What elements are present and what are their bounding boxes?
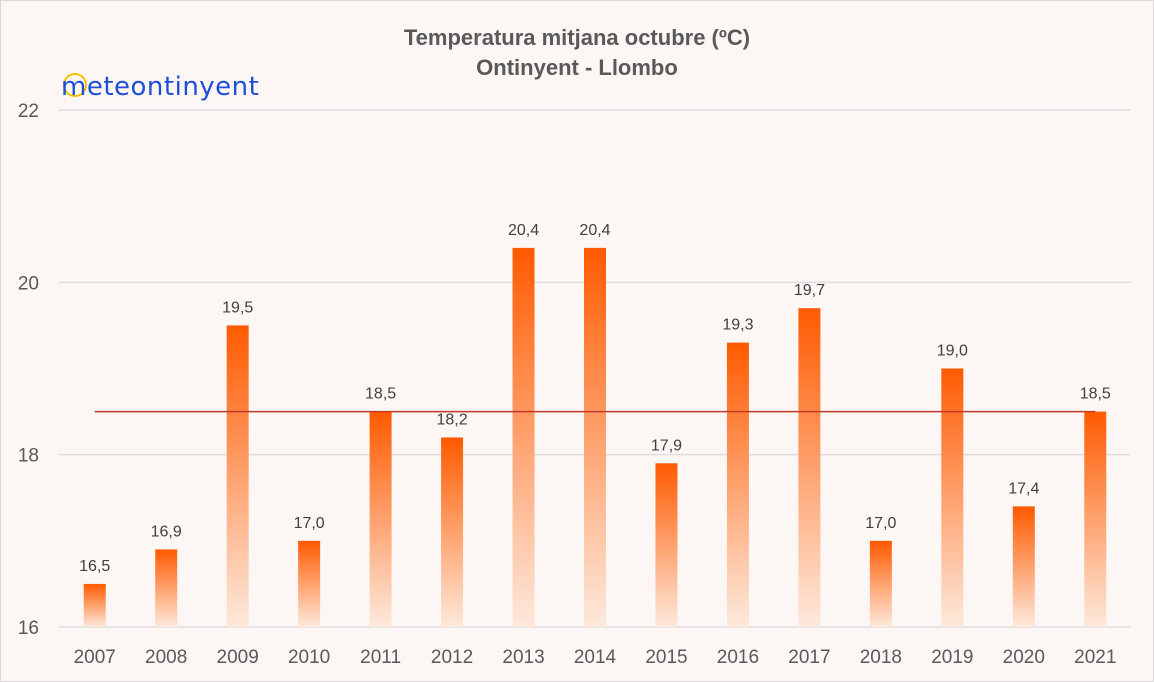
x-tick-label-2009: 2009 [217, 647, 259, 668]
bar-2020 [1012, 506, 1035, 627]
value-label-2016: 19,3 [722, 317, 753, 334]
bars [83, 247, 1107, 627]
x-tick-label-2016: 2016 [717, 647, 759, 668]
value-label-2011: 18,5 [365, 386, 396, 403]
x-tick-label-2013: 2013 [502, 647, 544, 668]
value-label-2021: 18,5 [1080, 386, 1111, 403]
value-label-2010: 17,0 [294, 515, 325, 532]
bar-2015 [655, 463, 678, 627]
x-tick-label-2021: 2021 [1074, 647, 1116, 668]
bar-2013 [512, 247, 535, 627]
value-label-2020: 17,4 [1008, 480, 1039, 497]
value-label-2019: 19,0 [937, 343, 968, 360]
bar-2021 [1084, 411, 1107, 627]
value-labels: 16,5 16,9 19,5 17,0 18,5 18,2 20,4 20,4 17,9 19,3… [79, 222, 1111, 575]
value-label-2009: 19,5 [222, 299, 253, 316]
logo-ring-icon [63, 73, 87, 97]
chart-title-line2: Ontinyent - Llombo [476, 55, 678, 80]
value-label-2015: 17,9 [651, 437, 682, 454]
x-tick-label-2014: 2014 [574, 647, 617, 668]
bar-2016 [726, 342, 749, 627]
bar-2019 [941, 368, 964, 627]
chart-title-line1: Temperatura mitjana octubre (ºC) [403, 25, 751, 50]
x-tick-label-2020: 2020 [1003, 647, 1045, 668]
y-tick-label: 20 [18, 273, 39, 294]
value-label-2013: 20,4 [508, 222, 539, 239]
value-label-2008: 16,9 [151, 523, 182, 540]
x-tick-label-2010: 2010 [288, 647, 330, 668]
value-label-2018: 17,0 [865, 515, 896, 532]
x-tick-label-2015: 2015 [645, 647, 687, 668]
x-tick-label-2018: 2018 [860, 647, 902, 668]
bar-2017 [798, 308, 821, 627]
x-tick-label-2012: 2012 [431, 647, 473, 668]
value-label-2017: 19,7 [794, 282, 825, 299]
value-label-2012: 18,2 [436, 411, 467, 428]
x-tick-label-2011: 2011 [360, 647, 401, 668]
x-tick-label-2007: 2007 [74, 647, 116, 668]
bar-2007 [83, 583, 106, 627]
y-tick-label: 22 [18, 101, 39, 122]
bar-2008 [155, 549, 178, 627]
value-label-2014: 20,4 [579, 222, 610, 239]
bar-2014 [584, 247, 606, 627]
bar-2009 [226, 325, 249, 627]
x-tick-label-2008: 2008 [145, 647, 187, 668]
y-tick-label: 16 [18, 618, 39, 639]
bar-2018 [869, 540, 892, 627]
x-axis: 2007 2008 2009 2010 2011 2012 2013 2014 2015 2016… [74, 647, 1117, 668]
x-tick-label-2019: 2019 [931, 647, 973, 668]
meteontinyent-logo: meteontinyent [61, 69, 259, 105]
bar-2010 [298, 540, 321, 627]
bar-2011 [369, 411, 392, 627]
x-tick-label-2017: 2017 [788, 647, 830, 668]
logo-text: meteontinyent [61, 72, 260, 102]
bar-2012 [441, 437, 464, 627]
value-label-2007: 16,5 [79, 558, 110, 575]
chart-title: Temperatura mitjana octubre (ºC) Ontinye… [1, 23, 1153, 83]
y-tick-label: 18 [18, 446, 39, 467]
y-axis: 16 18 20 22 [18, 101, 39, 639]
